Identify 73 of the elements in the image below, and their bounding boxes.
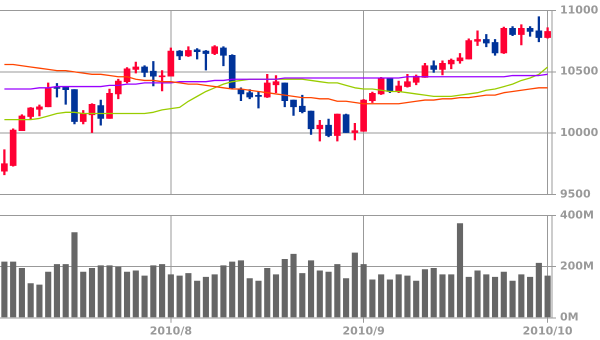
bar [544, 276, 551, 318]
bar [88, 268, 96, 318]
bar [150, 265, 156, 318]
y-tick-label: 9500 [560, 187, 591, 200]
bar [422, 269, 428, 318]
bar [238, 260, 244, 318]
bar [334, 264, 340, 318]
bar [326, 272, 332, 318]
bar [98, 265, 104, 318]
x-tick-label: 2010/8 [150, 324, 192, 338]
bar [115, 266, 122, 318]
bar [518, 274, 524, 318]
y-tick-label: 400M [560, 208, 594, 222]
bar [290, 254, 297, 318]
y-tick-label: 10500 [560, 64, 599, 78]
bar [439, 274, 446, 318]
bar [229, 262, 236, 318]
bar [500, 272, 507, 318]
bar [483, 274, 490, 318]
bar [272, 274, 280, 318]
bar [28, 283, 34, 318]
bar [413, 280, 420, 318]
bar [132, 270, 139, 318]
bar [308, 260, 314, 318]
y-tick-label: 11000 [560, 3, 599, 16]
bar [466, 276, 472, 318]
bar [54, 264, 60, 318]
bar [36, 284, 42, 318]
bar [168, 274, 174, 318]
bar [369, 279, 376, 318]
bar [430, 268, 437, 318]
bar [527, 276, 534, 318]
bar [246, 278, 253, 318]
bar [80, 272, 86, 318]
bar [264, 268, 270, 318]
bar [316, 270, 323, 318]
bar [220, 265, 226, 318]
bar [159, 264, 166, 318]
bar [456, 223, 464, 318]
bar [448, 274, 454, 318]
y-tick-label: 200M [560, 260, 594, 273]
bar [194, 280, 200, 318]
bar [185, 273, 192, 318]
bar [18, 268, 25, 318]
bar [142, 276, 148, 318]
bar [124, 272, 130, 318]
bar [386, 279, 393, 318]
bar [343, 278, 350, 318]
bar [378, 274, 384, 318]
bar [10, 262, 16, 318]
bar [510, 280, 516, 318]
bar [62, 264, 69, 318]
bar [212, 274, 218, 318]
bar [202, 276, 209, 318]
bar [299, 273, 306, 318]
x-tick-label: 2010/10 [522, 324, 573, 338]
bar [360, 264, 367, 318]
bar [352, 252, 358, 318]
bar [404, 276, 410, 318]
bar [474, 270, 481, 318]
bar [176, 276, 183, 318]
bar [492, 276, 498, 318]
bar [71, 232, 78, 318]
y-tick-label: 10000 [560, 126, 599, 139]
bar [1, 262, 8, 318]
bar [536, 262, 542, 318]
bar [45, 272, 52, 318]
bar [255, 280, 262, 318]
x-tick-label: 2010/9 [342, 324, 385, 338]
bar [282, 259, 288, 318]
bar [106, 265, 113, 318]
bar [396, 274, 402, 318]
y-tick-label: 0M [560, 310, 579, 324]
